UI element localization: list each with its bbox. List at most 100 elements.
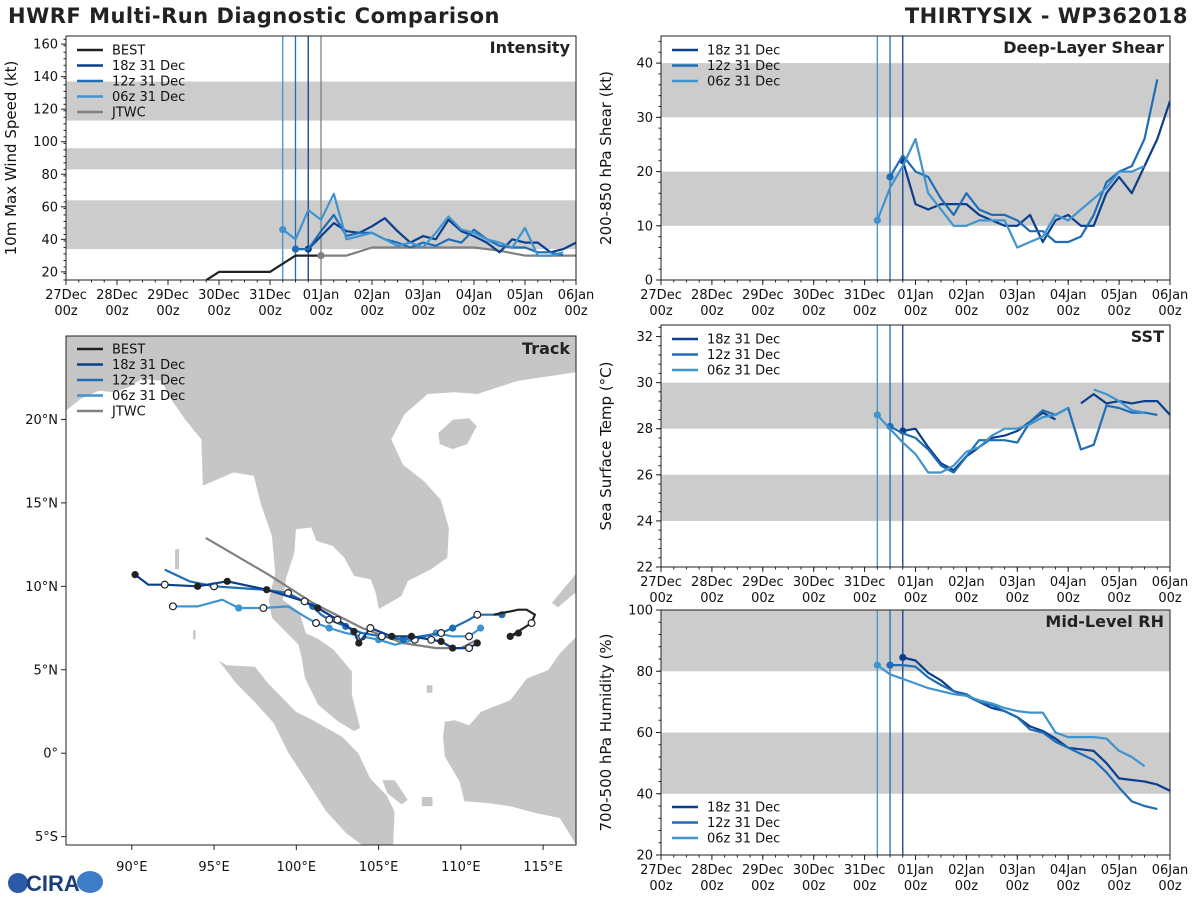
series-marker-run06: [279, 225, 287, 234]
track-point-filled-best: [506, 632, 514, 640]
y-tick-label: 5°N: [34, 663, 59, 678]
legend-label: 06z 31 Dec: [112, 90, 185, 105]
track-panel: 90°E 95°E 100°E 105°E 110°E 115°E 5°S 0° 5°N 10°N…: [25, 335, 577, 875]
series-line-run18: [901, 100, 1170, 244]
x-tick-hour: 00z: [1107, 591, 1131, 606]
x-tick-hour: 00z: [360, 304, 384, 319]
shear-panel: 01020304027Dec00z28Dec00z29Dec00z30Dec00…: [597, 35, 1188, 319]
x-tick-date: 27Dec: [640, 575, 682, 590]
x-tick-label: 100°E: [277, 860, 317, 875]
series-marker-jtwc: [317, 252, 325, 260]
y-tick-label: 10°N: [25, 580, 58, 595]
y-tick-label: 160: [33, 38, 58, 53]
figure-title: HWRF Multi-Run Diagnostic Comparison: [8, 4, 501, 28]
x-tick-date: 05Jan: [1101, 575, 1138, 590]
track-point-filled-run18: [473, 639, 481, 647]
legend-label: 12z 31 Dec: [112, 374, 185, 389]
x-tick-date: 30Dec: [793, 863, 835, 878]
y-tick-label: 20: [636, 165, 653, 180]
legend-label: 18z 31 Dec: [112, 358, 185, 373]
x-tick-hour: 00z: [1158, 879, 1182, 894]
natuna-island: [425, 684, 434, 694]
x-tick-date: 06Jan: [1152, 575, 1189, 590]
threshold-band: [661, 63, 1170, 118]
series-line-run06: [876, 664, 1146, 768]
track-point-filled-best: [514, 629, 523, 637]
x-tick-hour: 00z: [1057, 879, 1081, 894]
cira-logo-text: CIRA: [26, 871, 80, 896]
legend-label: BEST: [112, 343, 145, 358]
x-tick-hour: 00z: [105, 304, 129, 319]
y-tick-label: 32: [636, 330, 653, 345]
x-tick-label: 90°E: [116, 860, 147, 875]
y-tick-label: 30: [636, 111, 653, 126]
y-tick-label: 40: [636, 787, 653, 802]
x-tick-hour: 00z: [904, 879, 928, 894]
track-point-open-run18: [465, 644, 474, 653]
track-point-open-run18: [333, 615, 342, 624]
track-point-filled-run18: [355, 639, 363, 647]
track-point-filled-run18: [263, 586, 271, 594]
x-tick-date: 27Dec: [45, 288, 87, 303]
y-tick-label: 20: [41, 265, 58, 280]
track-point-filled-run18: [131, 571, 139, 579]
series-group: [205, 192, 576, 280]
y-tick-label: 60: [41, 200, 58, 215]
series-group: [873, 79, 1170, 249]
x-tick-label: 105°E: [359, 860, 399, 875]
series-line-run12: [889, 79, 1159, 244]
track-point-open-run12: [473, 610, 482, 619]
x-tick-label: 95°E: [198, 860, 229, 875]
x-tick-date: 04Jan: [1050, 863, 1087, 878]
x-tick-date: 01Jan: [897, 575, 934, 590]
y-axis-label: 200-850 hPa Shear (kt): [597, 71, 615, 245]
y-tick-label: 120: [33, 103, 58, 118]
x-tick-date: 31Dec: [844, 288, 886, 303]
andaman-islands: [174, 547, 180, 570]
legend-label: 12z 31 Dec: [707, 59, 780, 74]
x-tick-date: 02Jan: [948, 575, 985, 590]
x-tick-hour: 00z: [955, 879, 979, 894]
x-tick-date: 29Dec: [742, 575, 784, 590]
track-point-open-run12: [437, 629, 446, 638]
track-point-filled-run18: [437, 637, 445, 646]
track-point-open-run06: [259, 604, 268, 613]
nicobar-islands: [192, 629, 197, 641]
threshold-band: [661, 474, 1170, 521]
mainland-asia: [66, 336, 576, 732]
x-tick-hour: 00z: [700, 304, 724, 319]
legend-label: JTWC: [111, 106, 146, 121]
series-line-run12: [890, 664, 1158, 811]
x-tick-hour: 00z: [853, 304, 877, 319]
x-tick-date: 05Jan: [507, 288, 544, 303]
panel-title: Intensity: [490, 38, 571, 57]
track-point-open-run18: [300, 597, 309, 606]
series-group: [873, 653, 1170, 811]
series-line-run06: [876, 137, 1145, 249]
x-tick-date: 31Dec: [249, 288, 291, 303]
map-group: [66, 336, 576, 845]
x-tick-date: 06Jan: [558, 288, 595, 303]
x-tick-date: 04Jan: [456, 288, 493, 303]
x-tick-hour: 00z: [904, 591, 928, 606]
x-tick-hour: 00z: [1057, 591, 1081, 606]
x-tick-hour: 00z: [802, 304, 826, 319]
y-axis-label: 10m Max Wind Speed (kt): [2, 61, 20, 256]
track-point-open-run06: [168, 602, 177, 611]
y-tick-label: 26: [636, 468, 653, 483]
y-tick-label: 40: [41, 233, 58, 248]
y-tick-label: 60: [636, 726, 653, 741]
series-group: [873, 388, 1170, 474]
y-tick-label: 30: [636, 376, 653, 391]
x-tick-hour: 00z: [649, 591, 673, 606]
y-tick-label: 20: [636, 849, 653, 864]
rh-panel: 2040608010027Dec00z28Dec00z29Dec00z30Dec…: [597, 604, 1188, 895]
cira-logo-emblem: [77, 871, 103, 893]
track-point-filled-run18: [223, 577, 231, 585]
x-tick-date: 27Dec: [640, 863, 682, 878]
track-point-filled-run12: [449, 624, 457, 632]
sst-panel: 22242628303227Dec00z28Dec00z29Dec00z30De…: [597, 324, 1189, 606]
x-tick-date: 29Dec: [147, 288, 189, 303]
